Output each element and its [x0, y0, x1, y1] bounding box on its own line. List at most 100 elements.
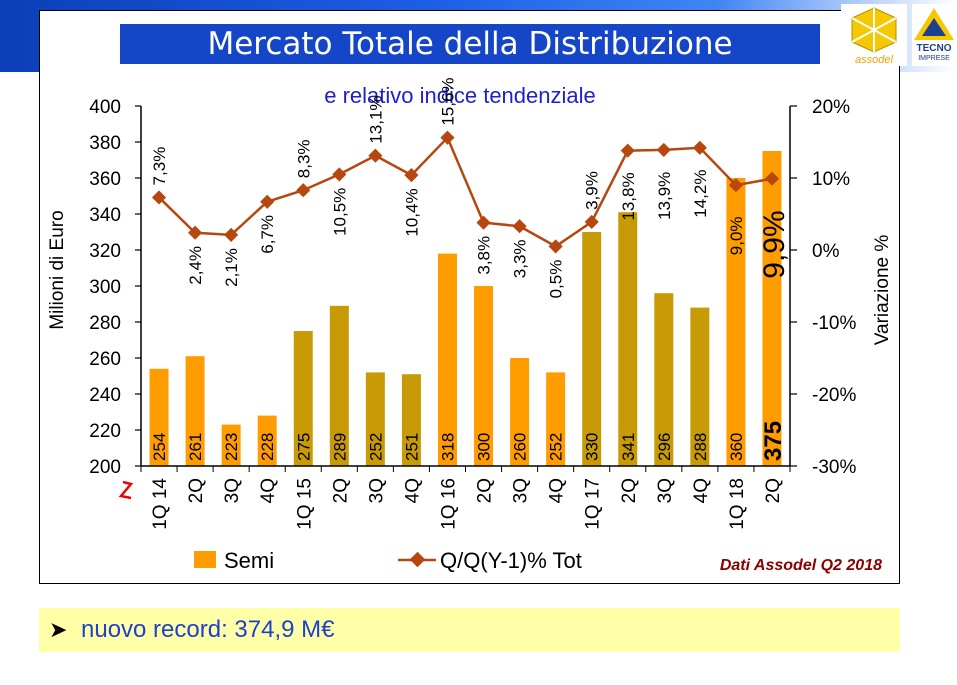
line-value-label: 0,5%: [547, 260, 566, 299]
y-tick-label: 400: [89, 97, 121, 118]
line-point-marker: [368, 148, 383, 163]
y2-tick-label: -20%: [812, 385, 856, 406]
y2-tick-label: 10%: [812, 169, 850, 190]
y-tick-label: 320: [89, 241, 121, 262]
line-value-label: 6,7%: [258, 215, 277, 254]
bar-semi: [618, 212, 638, 466]
line-value-label: 3,8%: [475, 236, 494, 275]
assodel-logo: assodel: [841, 4, 907, 66]
bar-value-label: 252: [547, 433, 566, 461]
bar-semi: [257, 415, 277, 466]
line-point-marker: [512, 219, 527, 234]
source-note: Dati Assodel Q2 2018: [720, 557, 882, 574]
bar-value-label: 318: [438, 433, 457, 461]
bar-semi: [401, 374, 421, 466]
y2-tick-label: -30%: [812, 457, 856, 478]
line-value-label: 10,4%: [402, 188, 421, 236]
y-tick-label: 380: [89, 133, 121, 154]
x-tick-label: 3Q: [655, 478, 676, 503]
line-point-marker: [224, 227, 239, 242]
line-value-label: 14,2%: [691, 170, 710, 218]
bar-semi: [365, 372, 385, 466]
assodel-logo-text: assodel: [855, 54, 893, 66]
bar-value-label: 330: [583, 433, 602, 461]
bar-semi: [474, 286, 494, 466]
bar-value-label: 360: [727, 433, 746, 461]
x-tick-label: 2Q: [619, 478, 640, 503]
y-tick-label: 240: [89, 385, 121, 406]
line-point-marker: [296, 183, 311, 198]
line-value-label: 3,9%: [583, 171, 602, 210]
line-point-marker: [188, 225, 203, 240]
x-tick-label: 4Q: [402, 478, 423, 503]
bar-value-label: 341: [619, 433, 638, 461]
line-point-marker: [260, 194, 275, 209]
y-tick-label: 280: [89, 313, 121, 334]
note-box: ➤ nuovo record: 374,9 M€: [39, 608, 900, 652]
y-tick-label: 340: [89, 205, 121, 226]
bar-semi: [437, 253, 457, 466]
imprese-logo-text: IMPRESE: [918, 55, 950, 62]
line-value-label: 2,1%: [222, 248, 241, 287]
x-tick-label: 2Q: [475, 478, 496, 503]
red-check-mark: [118, 480, 134, 500]
bar-value-label: 289: [330, 433, 349, 461]
bar-semi: [690, 307, 710, 466]
x-tick-label: 1Q 17: [583, 478, 604, 530]
bar-semi: [582, 232, 602, 466]
slide-title: Mercato Totale della Distribuzione: [120, 24, 820, 64]
arrow-bullet-icon: ➤: [49, 617, 68, 642]
bar-value-label: 223: [222, 433, 241, 461]
y-axis-title: Milioni di Euro: [47, 210, 68, 329]
line-point-marker: [151, 190, 167, 205]
line-point-marker: [404, 168, 419, 183]
line-point-marker: [656, 142, 671, 157]
line-value-label: 15,6%: [438, 77, 457, 125]
tecnoimprese-logo: TECNO IMPRESE: [912, 4, 957, 66]
x-tick-label: 1Q 18: [727, 478, 748, 530]
bar-semi: [329, 305, 349, 466]
line-point-marker: [440, 130, 455, 145]
line-value-label: 9,9%: [758, 210, 791, 278]
line-value-label: 13,1%: [366, 95, 385, 143]
line-point-marker: [548, 239, 563, 254]
line-value-label: 13,8%: [619, 172, 638, 220]
line-series-qq: [158, 135, 773, 248]
y-tick-label: 260: [89, 349, 121, 370]
bar-value-label: 288: [691, 433, 710, 461]
legend-label-semi: Semi: [224, 548, 274, 573]
x-tick-label: 2Q: [330, 478, 351, 503]
bar-value-label: 251: [402, 433, 421, 461]
x-tick-label: 4Q: [258, 478, 279, 503]
note-text: nuovo record: 374,9 M€: [81, 616, 335, 643]
x-tick-label: 1Q 14: [150, 478, 171, 530]
bar-value-label: 254: [150, 433, 169, 461]
bar-value-label: 275: [294, 433, 313, 461]
x-tick-label: 2Q: [186, 478, 207, 503]
y2-tick-label: -10%: [812, 313, 856, 334]
line-point-marker: [620, 143, 635, 158]
bar-semi: [510, 358, 530, 466]
legend-swatch-semi: [194, 551, 216, 568]
x-tick-label: 4Q: [547, 478, 568, 503]
bar-semi: [726, 178, 746, 466]
bar-semi: [185, 356, 205, 466]
tecno-logo-text: TECNO: [917, 43, 952, 54]
bar-value-label: 375: [760, 421, 787, 461]
line-point-marker: [692, 140, 707, 155]
y2-axis-title: Variazione %: [872, 235, 893, 346]
bar-semi: [221, 424, 241, 466]
bar-semi: [654, 293, 674, 466]
line-value-label: 2,4%: [186, 246, 205, 285]
line-value-label: 3,3%: [511, 239, 530, 278]
y-tick-label: 220: [89, 421, 121, 442]
line-value-label: 7,3%: [150, 147, 169, 186]
bar-value-label: 296: [655, 433, 674, 461]
bar-value-label: 300: [475, 433, 494, 461]
line-point-marker: [476, 215, 491, 230]
legend-marker-line: [409, 551, 426, 568]
bar-value-label: 261: [186, 433, 205, 461]
y2-tick-label: 20%: [812, 97, 850, 118]
bar-semi: [546, 372, 566, 466]
x-tick-label: 2Q: [763, 478, 784, 503]
